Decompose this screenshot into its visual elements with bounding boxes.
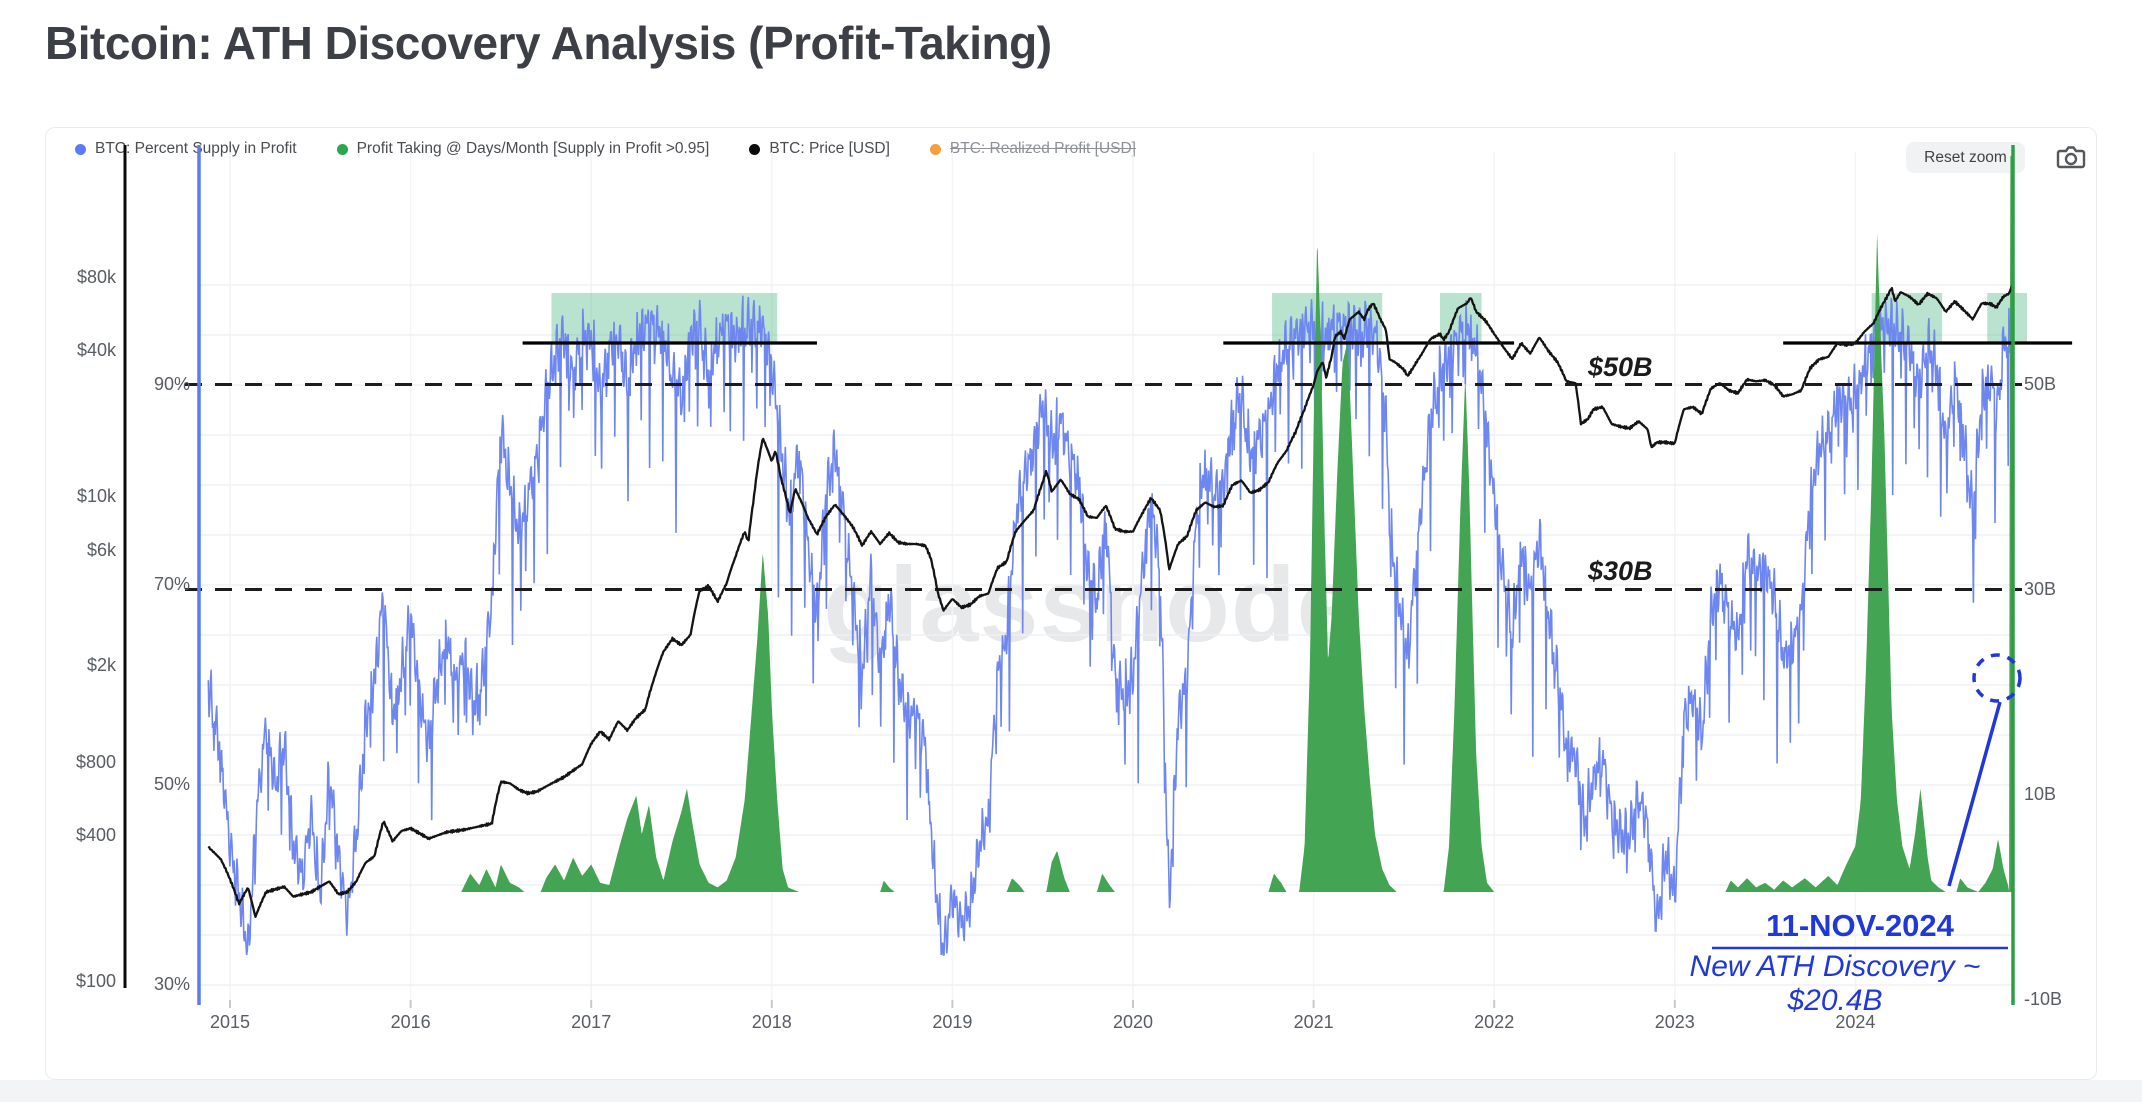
legend: BTC: Percent Supply in Profit Profit Taki…: [75, 140, 1136, 158]
year-axis-tick-label: 2021: [1293, 1012, 1334, 1032]
legend-item-2[interactable]: BTC: Price [USD]: [749, 140, 890, 158]
price-axis-tick-label: $100: [75, 971, 116, 991]
legend-dot-icon: [929, 143, 941, 155]
price-axis-tick-label: $40k: [76, 339, 116, 360]
legend-dot-icon: [749, 143, 761, 155]
year-axis-tick-label: 2023: [1654, 1012, 1695, 1032]
footer-strip: [0, 1080, 2142, 1102]
new-ath-highlight-circle: [1972, 653, 2022, 703]
annotation-subtitle: New ATH Discovery ~ $20.4B: [1689, 950, 1981, 1017]
ref-label-50b: $50B: [1588, 352, 1653, 382]
realized-profit-axis-tick-label: -10B: [2024, 988, 2063, 1009]
year-axis-tick-label: 2016: [390, 1012, 431, 1032]
price-axis-tick-label: $80k: [76, 266, 116, 287]
price-axis-tick-label: $10k: [76, 485, 116, 506]
year-axis-tick-label: 2019: [932, 1012, 973, 1032]
ref-label-30b: $30B: [1588, 556, 1653, 586]
legend-item-label: Profit Taking @ Days/Month [Supply in Pr…: [356, 140, 710, 157]
legend-dot-icon: [336, 143, 348, 155]
year-axis-tick-label: 2022: [1474, 1012, 1515, 1032]
legend-item-label: BTC: Price [USD]: [769, 140, 890, 157]
reset-zoom-button[interactable]: Reset zoom: [1906, 142, 2025, 173]
year-axis-tick-label: 2018: [751, 1012, 792, 1032]
legend-item-label: BTC: Percent Supply in Profit: [95, 140, 297, 157]
page-title: Bitcoin: ATH Discovery Analysis (Profit-…: [45, 17, 1052, 69]
price-axis-tick-label: $2k: [86, 655, 116, 676]
realized-profit-axis-tick-label: 50B: [2024, 373, 2057, 394]
price-axis-tick-label: $6k: [86, 539, 116, 560]
year-axis-tick-label: 2015: [209, 1012, 251, 1032]
legend-item-1[interactable]: Profit Taking @ Days/Month [Supply in Pr…: [336, 140, 710, 158]
percent-axis-tick-label: 70%: [153, 574, 190, 594]
annotation-pointer-line: [1947, 701, 2002, 887]
realized-profit-axis-tick-label: 30B: [2024, 578, 2057, 599]
percent-axis-tick-label: 50%: [153, 774, 190, 794]
year-axis-tick-label: 2017: [571, 1012, 612, 1032]
price-axis-tick-label: $400: [75, 825, 116, 845]
realized-profit-axis-tick-label: 10B: [2024, 783, 2057, 804]
legend-dot-icon: [75, 143, 86, 155]
percent-supply-in-profit-line: [207, 295, 2013, 956]
legend-item-0[interactable]: BTC: Percent Supply in Profit: [75, 140, 297, 158]
annotation-date: 11-NOV-2024: [1766, 908, 1954, 943]
legend-item-3[interactable]: BTC: Realized Profit [USD]: [929, 140, 1136, 158]
price-axis-tick-label: $800: [75, 752, 116, 772]
percent-axis-tick-label: 30%: [153, 974, 190, 994]
camera-icon[interactable]: [2056, 144, 2086, 170]
percent-axis-tick-label: 90%: [153, 374, 190, 394]
legend-item-label: BTC: Realized Profit [USD]: [949, 140, 1136, 157]
profit-taking-area: [461, 156, 2013, 892]
ath-discovery-zone: [1987, 293, 2027, 343]
year-axis-tick-label: 2020: [1112, 1012, 1154, 1032]
btc-price-line: [207, 279, 2013, 918]
year-axis-tick-label: 2024: [1835, 1012, 1876, 1032]
